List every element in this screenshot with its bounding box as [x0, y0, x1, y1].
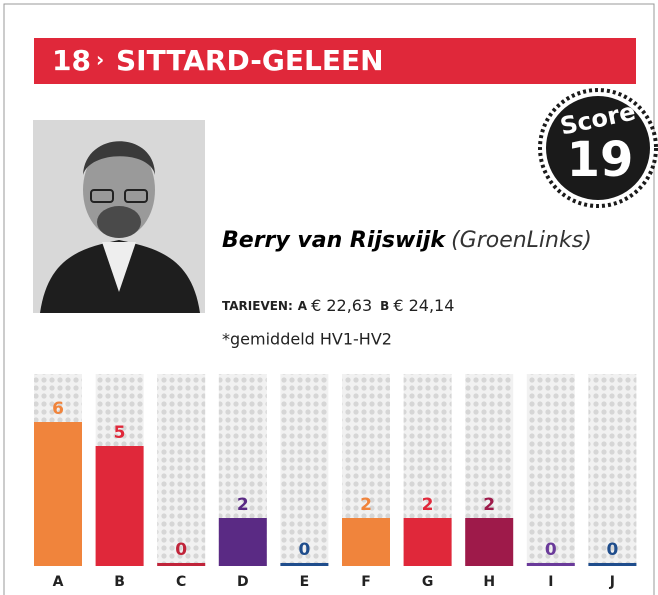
bar: [342, 518, 390, 566]
tariffs-label: TARIEVEN:: [222, 299, 293, 313]
tariff-name: B: [380, 299, 389, 313]
category-label: J: [609, 574, 615, 590]
tariff-name: A: [298, 299, 308, 313]
value-label: 2: [483, 495, 495, 515]
bar: [219, 518, 267, 566]
category-label: H: [483, 574, 495, 590]
bar-background: [527, 374, 575, 566]
header-number: 18: [52, 44, 91, 77]
photo: [33, 120, 205, 313]
score-badge: Score 19: [540, 90, 656, 206]
person-party: (GroenLinks): [451, 228, 592, 253]
category-label: C: [176, 574, 186, 590]
category-label: E: [300, 574, 310, 590]
value-label: 2: [360, 495, 372, 515]
bar: [157, 563, 205, 566]
bar: [34, 422, 82, 566]
bar: [96, 446, 144, 566]
header-title: SITTARD-GELEEN: [116, 44, 384, 77]
tariff-price: € 22,63: [311, 296, 372, 315]
bar: [527, 563, 575, 566]
value-label: 0: [175, 540, 187, 560]
value-label: 5: [114, 423, 126, 443]
category-label: F: [361, 574, 371, 590]
score-value: 19: [567, 132, 634, 188]
tariff-price: € 24,14: [393, 296, 454, 315]
value-label: 0: [606, 540, 618, 560]
value-label: 2: [422, 495, 434, 515]
bar: [588, 563, 636, 566]
bar: [465, 518, 513, 566]
infographic: 18 › SITTARD-GELEEN Score 19 Berry van R…: [0, 0, 658, 595]
bar: [404, 518, 452, 566]
category-label: A: [53, 574, 64, 590]
value-label: 6: [52, 399, 64, 419]
separator: ›: [96, 48, 104, 72]
tariffs-note: *gemiddeld HV1-HV2: [222, 330, 392, 349]
category-label: I: [548, 574, 553, 590]
bar: [280, 563, 328, 566]
person: Berry van Rijswijk(GroenLinks): [222, 228, 592, 253]
value-label: 0: [298, 540, 310, 560]
category-label: D: [237, 574, 249, 590]
value-label: 0: [545, 540, 557, 560]
category-label: G: [422, 574, 434, 590]
bar-background: [157, 374, 205, 566]
bar-background: [588, 374, 636, 566]
person-name: Berry van Rijswijk: [222, 228, 446, 253]
bar-background: [280, 374, 328, 566]
page: 18 › SITTARD-GELEEN Score 19 Berry van R…: [0, 0, 658, 595]
category-label: B: [114, 574, 125, 590]
tariffs: TARIEVEN: A€ 22,63 B € 24,14: [222, 296, 454, 315]
bar-chart: 6 A 5 B 0 C 2 D 0 E 2 F 2 G 2 H 0 I 0 J: [34, 374, 636, 590]
value-label: 2: [237, 495, 249, 515]
